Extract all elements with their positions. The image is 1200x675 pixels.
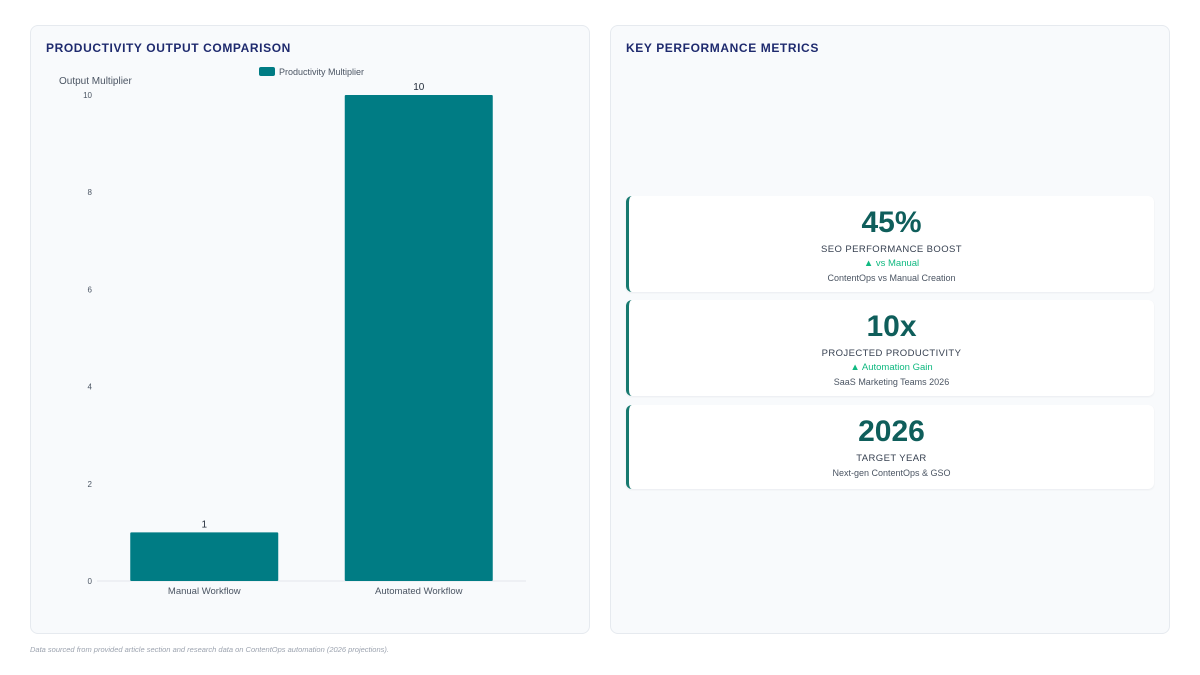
y-tick-label: 6 [88, 285, 93, 294]
metric-value: 2026 [858, 415, 925, 448]
bar-automated-workflow [344, 95, 493, 581]
metric-note: SaaS Marketing Teams 2026 [833, 377, 950, 387]
chart-title: PRODUCTIVITY OUTPUT COMPARISON [46, 41, 291, 55]
y-tick-label: 8 [88, 188, 93, 197]
metric-value: 10x [866, 310, 917, 343]
legend-label: Productivity Multiplier [279, 67, 364, 77]
x-tick-label: Automated Workflow [375, 586, 463, 597]
chart-panel: PRODUCTIVITY OUTPUT COMPARISON Output Mu… [30, 25, 590, 634]
bar-data-label: 1 [201, 519, 207, 530]
footnote: Data sourced from provided article secti… [30, 645, 389, 654]
metrics-title: KEY PERFORMANCE METRICS [626, 41, 819, 55]
metric-trend: ▲ Automation Gain [850, 362, 933, 373]
metric-note: ContentOps vs Manual Creation [827, 273, 956, 283]
y-tick-label: 2 [88, 480, 93, 489]
y-tick-label: 4 [88, 383, 93, 392]
metric-label: PROJECTED PRODUCTIVITY [821, 348, 962, 359]
metric-value: 45% [861, 206, 922, 239]
metric-label: TARGET YEAR [856, 453, 927, 464]
metric-card-productivity: 10x PROJECTED PRODUCTIVITY ▲ Automation … [626, 300, 1154, 396]
y-tick-label: 10 [83, 91, 92, 100]
metric-note: Next-gen ContentOps & GSO [832, 468, 951, 478]
y-tick-label: 0 [88, 577, 93, 586]
metric-card-target-year: 2026 TARGET YEAR Next-gen ContentOps & G… [626, 405, 1154, 489]
y-axis-title: Output Multiplier [59, 76, 132, 87]
legend-swatch [259, 67, 275, 76]
bar-manual-workflow [130, 532, 279, 581]
metric-label: SEO PERFORMANCE BOOST [821, 244, 962, 255]
bar-chart: Output Multiplier 0 2 4 6 8 10 1 Manual Workflow… [59, 67, 526, 597]
metric-card-seo: 45% SEO PERFORMANCE BOOST ▲ vs Manual Co… [626, 196, 1154, 292]
x-tick-label: Manual Workflow [168, 586, 241, 597]
metric-trend: ▲ vs Manual [863, 258, 920, 269]
bar-data-label: 10 [413, 82, 425, 93]
metrics-panel: KEY PERFORMANCE METRICS 45% SEO PERFORMA… [610, 25, 1170, 634]
